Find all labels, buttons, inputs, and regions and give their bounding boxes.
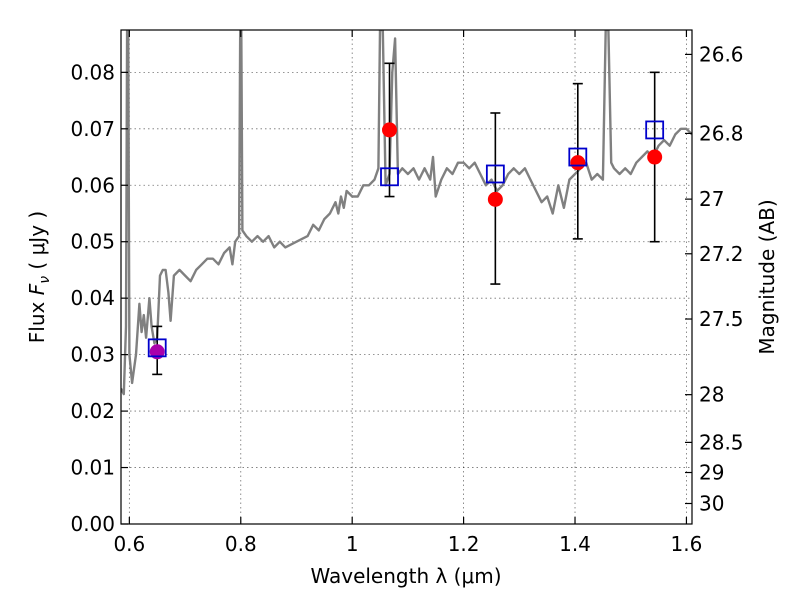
- flux-label: Flux: [25, 295, 49, 343]
- x-tick-label: 1.2: [448, 532, 480, 556]
- axes-layer: 0.6 0.8 1 1.2 1.4 1.6 0.00 0.01 0.02 0.03 0.04 0.05…: [70, 30, 744, 556]
- flux-symbol: F: [25, 283, 49, 295]
- x-tick-label: 1.4: [559, 532, 591, 556]
- mag-tick-label: 26.8: [699, 121, 744, 145]
- x-tick-label: 0.6: [113, 532, 145, 556]
- x-tick-label: 1: [346, 532, 359, 556]
- flux-unit: ( μJy ): [25, 211, 49, 276]
- model-point: [485, 164, 505, 184]
- plot-area: [121, 30, 692, 396]
- flux-subscript: ν: [37, 276, 53, 284]
- y-tick-label: 0.05: [70, 230, 115, 254]
- mag-tick-label: 28.5: [699, 430, 744, 454]
- mag-tick-label: 27.2: [699, 242, 744, 266]
- marker-layer: [147, 62, 665, 376]
- mag-tick-label: 28: [699, 383, 724, 407]
- model-point: [645, 120, 665, 140]
- model-point: [568, 147, 588, 167]
- grid-layer: [121, 30, 692, 524]
- y-axis-label-right: Magnitude (AB): [755, 199, 779, 354]
- y-tick-label: 0.04: [70, 286, 115, 310]
- x-tick-label: 1.6: [671, 532, 703, 556]
- observed-point: [382, 122, 398, 138]
- observed-point: [647, 149, 663, 165]
- spectrum-layer: [121, 30, 692, 396]
- model-point: [380, 167, 399, 187]
- y-tick-label: 0.07: [70, 117, 115, 141]
- mag-tick-label: 29: [699, 461, 724, 485]
- spectrum-line: [121, 30, 692, 396]
- mag-tick-label: 27.5: [699, 307, 744, 331]
- y-axis-label-left: Flux Fν ( μJy ): [25, 211, 53, 343]
- plot-frame: [120, 29, 693, 525]
- mag-tick-label: 30: [699, 492, 724, 516]
- y-tick-label: 0.03: [70, 343, 115, 367]
- y-tick-label: 0.01: [70, 456, 115, 480]
- mag-tick-label: 27: [699, 187, 724, 211]
- observed-point: [570, 155, 586, 171]
- x-axis-label: Wavelength λ (μm): [310, 564, 501, 588]
- observed-point: [487, 191, 503, 207]
- y-tick-label: 0.00: [70, 512, 115, 536]
- y-tick-label: 0.06: [70, 173, 115, 197]
- y-tick-label: 0.08: [70, 60, 115, 84]
- y-tick-label: 0.02: [70, 399, 115, 423]
- x-tick-label: 0.8: [225, 532, 257, 556]
- mag-tick-label: 26.6: [699, 42, 744, 66]
- model-point: [147, 338, 167, 358]
